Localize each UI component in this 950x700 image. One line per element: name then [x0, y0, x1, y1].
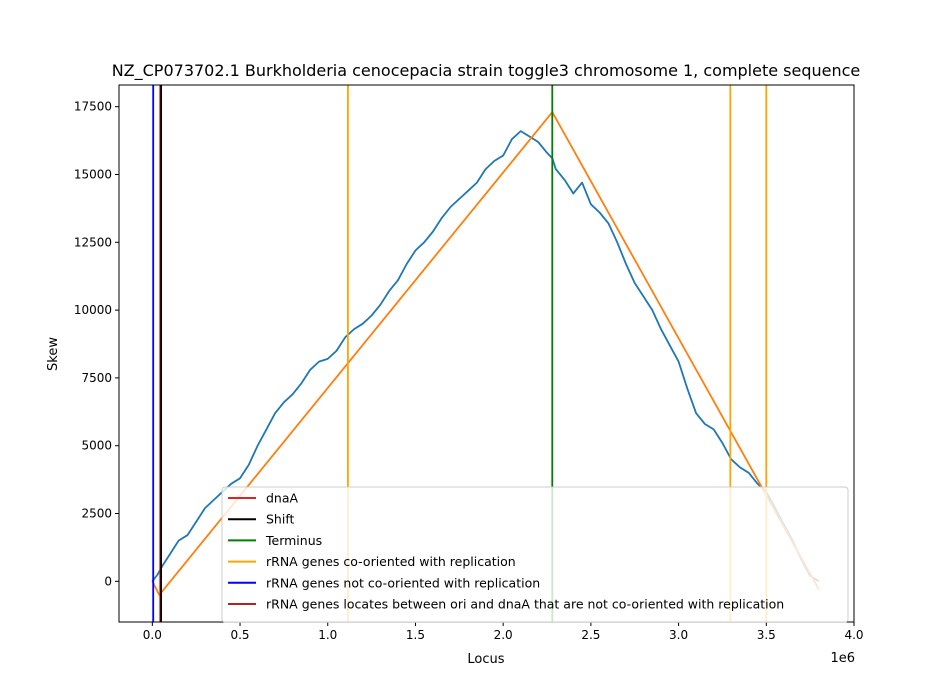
legend: dnaA Shift Terminus rRNA genes co-oriented … [221, 486, 849, 623]
y-tick-label: 7500 [81, 371, 112, 385]
plot-area [151, 85, 820, 622]
x-tick-label: 1.5 [406, 628, 425, 642]
x-tick-label: 4.0 [844, 628, 863, 642]
y-tick-label: 15000 [74, 168, 112, 182]
chart-title: NZ_CP073702.1 Burkholderia cenocepacia s… [112, 61, 861, 81]
legend-label: Shift [266, 512, 295, 527]
y-tick-label: 10000 [74, 303, 112, 317]
legend-label: dnaA [266, 491, 299, 506]
x-tick-label: 2.5 [581, 628, 600, 642]
x-axis-label: Locus [467, 652, 504, 667]
x-offset-label: 1e6 [830, 651, 855, 666]
y-axis-label: Skew [46, 337, 61, 371]
series-line-1 [151, 111, 820, 596]
legend-label: rRNA genes not co-oriented with replicat… [266, 575, 540, 590]
series-line-0 [151, 130, 820, 583]
x-tick-label: 3.0 [669, 628, 688, 642]
y-tick-label: 0 [104, 574, 112, 588]
y-tick-label: 17500 [74, 100, 112, 114]
legend-label: rRNA genes co-oriented with replication [266, 554, 516, 569]
x-tick-label: 0.0 [143, 628, 162, 642]
y-tick-label: 5000 [81, 439, 112, 453]
x-tick-label: 2.0 [494, 628, 513, 642]
x-tick-label: 3.5 [757, 628, 776, 642]
x-tick-label: 1.0 [318, 628, 337, 642]
legend-box [221, 486, 849, 623]
y-tick-label: 2500 [81, 507, 112, 521]
x-tick-label: 0.5 [230, 628, 249, 642]
y-tick-label: 12500 [74, 235, 112, 249]
legend-label: rRNA genes locates between ori and dnaA … [266, 597, 784, 612]
legend-label: Terminus [265, 533, 322, 548]
